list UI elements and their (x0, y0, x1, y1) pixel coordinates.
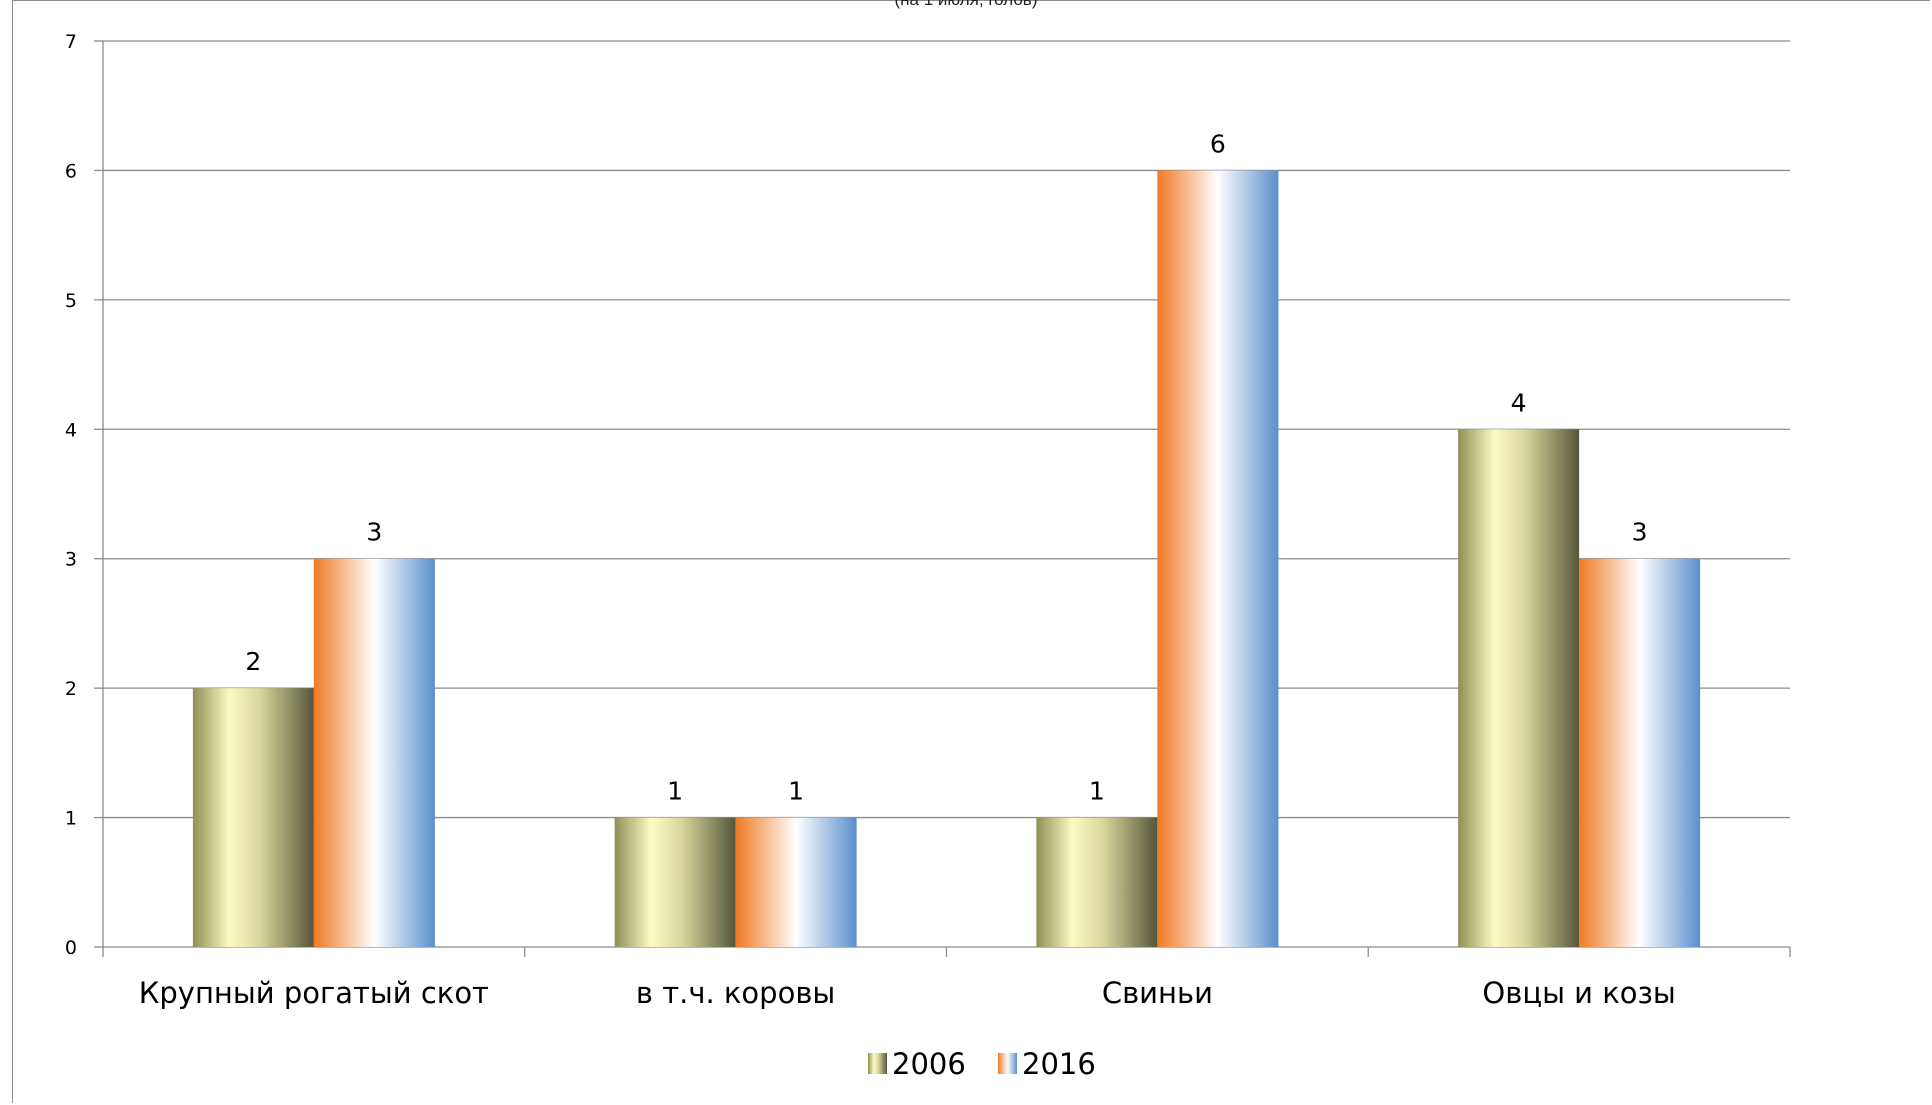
y-tick-label: 5 (65, 290, 77, 312)
bar-2016-0 (313, 558, 435, 947)
data-label: 3 (366, 518, 382, 547)
legend-label-2016: 2016 (1022, 1047, 1096, 1081)
data-label: 1 (788, 777, 804, 806)
x-category-label: в т.ч. коровы (636, 976, 835, 1010)
y-tick-label: 2 (65, 678, 77, 700)
bar-2006-2 (1036, 817, 1158, 947)
x-category-label: Свиньи (1102, 976, 1213, 1010)
label-layer: 2 3 1 1 1 6 4 3 (245, 129, 1647, 805)
y-tick-label: 3 (65, 549, 77, 571)
bar-2016-1 (735, 817, 857, 947)
chart-frame (12, 0, 1930, 1103)
bar-2006-0 (192, 688, 314, 947)
y-tick-label: 6 (65, 160, 77, 182)
data-label: 3 (1632, 518, 1648, 547)
legend: 2006 2016 (868, 1047, 1096, 1081)
data-label: 1 (1089, 777, 1105, 806)
data-label: 2 (245, 647, 261, 676)
legend-swatch-2006 (868, 1053, 887, 1074)
y-tick-label: 1 (65, 808, 77, 830)
bar-layer (192, 170, 1701, 947)
data-label: 6 (1210, 129, 1226, 158)
x-category-label: Овцы и козы (1482, 976, 1675, 1010)
bar-2016-3 (1579, 558, 1701, 947)
bar-2006-3 (1458, 429, 1580, 947)
y-tick-label: 0 (65, 937, 77, 959)
chart-subtitle: (на 1 июля, голов) (0, 0, 1932, 10)
legend-swatch-2016 (998, 1053, 1017, 1074)
bar-2016-2 (1157, 170, 1279, 947)
legend-label-2006: 2006 (892, 1047, 966, 1081)
data-label: 1 (667, 777, 683, 806)
x-category-label: Крупный рогатый скот (139, 976, 489, 1010)
y-tick-label: 7 (65, 31, 77, 53)
data-label: 4 (1511, 388, 1527, 417)
bar-2006-1 (614, 817, 736, 947)
y-tick-label: 4 (65, 419, 77, 441)
